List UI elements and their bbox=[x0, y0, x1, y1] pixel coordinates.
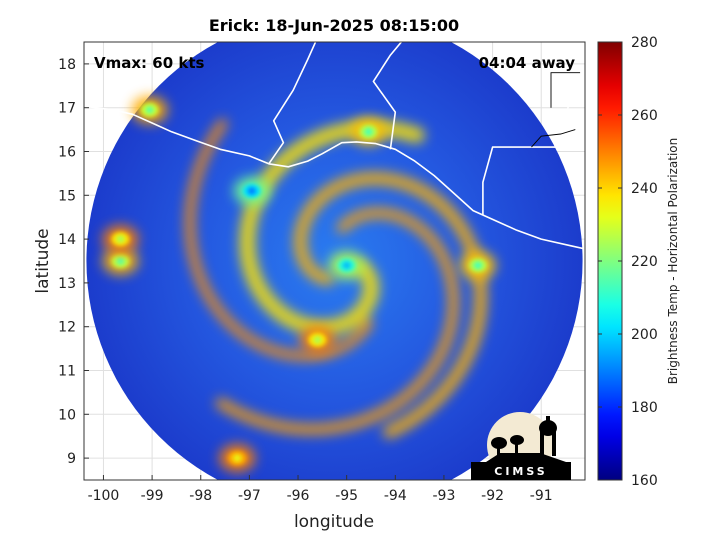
plot-area: -100 -99 -98 -97 -96 -95 -94 -93 -92 -91 9 10 11 12 1… bbox=[33, 41, 586, 532]
rain-band bbox=[239, 120, 425, 337]
colorbar-tick-label: 180 bbox=[631, 400, 658, 416]
convective-cells bbox=[102, 95, 496, 473]
rain-bands bbox=[184, 118, 488, 439]
x-tick-label: -97 bbox=[238, 488, 261, 504]
convection-s bbox=[299, 325, 336, 354]
rain-band bbox=[293, 171, 488, 439]
x-tick-label: -99 bbox=[141, 488, 164, 504]
colorbar-label: Brightness Temp - Horizontal Polarizatio… bbox=[666, 138, 680, 385]
y-tick-label: 9 bbox=[67, 451, 76, 467]
y-tick-label: 10 bbox=[58, 407, 76, 423]
state-border-oaxaca bbox=[268, 42, 317, 165]
y-tick-label: 12 bbox=[58, 320, 76, 336]
x-tick-label: -91 bbox=[530, 488, 553, 504]
state-border-chiapas bbox=[372, 42, 403, 150]
y-tick-label: 13 bbox=[58, 276, 76, 292]
time-away-annotation: 04:04 away bbox=[479, 54, 576, 72]
y-tick-label: 17 bbox=[58, 101, 76, 117]
x-tick-label: -92 bbox=[481, 488, 504, 504]
eye-convection bbox=[328, 251, 365, 280]
logo-text: CIMSS bbox=[494, 465, 547, 478]
x-tick-label: -94 bbox=[384, 488, 407, 504]
colorbar-tick-label: 280 bbox=[631, 35, 658, 51]
colorbar-tick-label: 200 bbox=[631, 327, 658, 343]
convection-coast bbox=[350, 117, 387, 146]
colorbar-ticks: 160 180 200 220 240 260 280 bbox=[598, 35, 658, 489]
pacific-coastline bbox=[84, 105, 585, 250]
colorbar: 160 180 200 220 240 260 280 Brightness Temp - … bbox=[597, 35, 680, 489]
plot-frame bbox=[83, 41, 586, 481]
y-tick-label: 15 bbox=[58, 188, 76, 204]
y-tick-label: 14 bbox=[58, 232, 76, 248]
rain-band bbox=[184, 118, 374, 361]
border-guatemala bbox=[482, 94, 572, 215]
x-tick-label: -98 bbox=[189, 488, 212, 504]
x-tick-label: -100 bbox=[88, 488, 120, 504]
convection-ne bbox=[459, 251, 496, 280]
y-axis: 9 10 11 12 13 14 15 16 17 18 bbox=[58, 57, 89, 467]
band-se bbox=[219, 444, 256, 473]
coastline bbox=[84, 42, 585, 250]
border-inland bbox=[550, 72, 581, 108]
rain-band bbox=[215, 207, 460, 435]
convection-nw bbox=[233, 176, 270, 205]
x-axis: -100 -99 -98 -97 -96 -95 -94 -93 -92 -91 bbox=[88, 475, 553, 504]
border-inland bbox=[531, 129, 576, 148]
swath-layer bbox=[84, 42, 585, 480]
y-tick-label: 18 bbox=[58, 57, 76, 73]
x-tick-label: -95 bbox=[335, 488, 358, 504]
colorbar-tick-label: 220 bbox=[631, 254, 658, 270]
cimss-logo: CIMSS bbox=[471, 412, 571, 480]
convection-w2 bbox=[102, 225, 139, 254]
convection-far-nw bbox=[131, 95, 168, 124]
y-tick-label: 16 bbox=[58, 145, 76, 161]
colorbar-tick-label: 240 bbox=[631, 181, 658, 197]
convection-w1 bbox=[102, 247, 139, 275]
colorbar-tick-label: 260 bbox=[631, 108, 658, 124]
y-tick-label: 11 bbox=[58, 364, 76, 380]
y-axis-label: latitude bbox=[33, 228, 53, 293]
x-tick-label: -93 bbox=[433, 488, 456, 504]
x-axis-label: longitude bbox=[294, 512, 374, 532]
x-tick-label: -96 bbox=[287, 488, 310, 504]
vmax-annotation: Vmax: 60 kts bbox=[94, 54, 204, 72]
state-borders bbox=[531, 72, 581, 148]
colorbar-tick-label: 160 bbox=[631, 473, 658, 489]
chart-title: Erick: 18-Jun-2025 08:15:00 bbox=[209, 16, 459, 35]
